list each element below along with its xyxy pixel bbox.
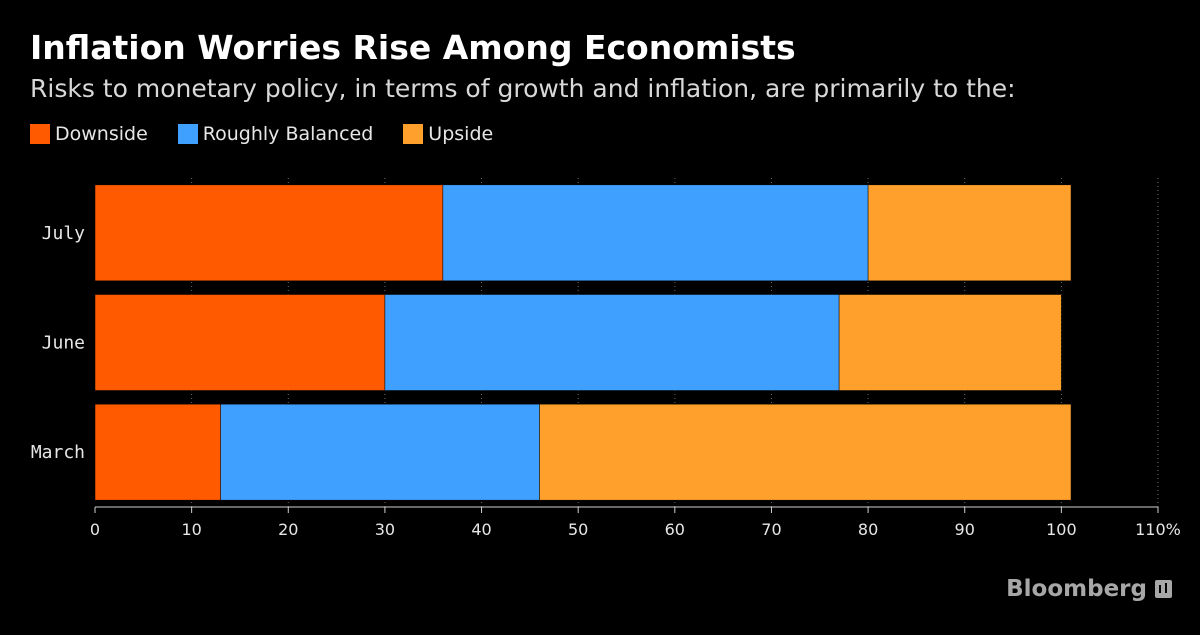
legend-swatch-downside xyxy=(30,124,50,144)
x-tick-label: 70 xyxy=(761,520,781,539)
bar-roughly-balanced-july xyxy=(442,184,869,282)
brand-name: Bloomberg xyxy=(1006,576,1147,602)
chart-title: Inflation Worries Rise Among Economists xyxy=(30,28,796,67)
legend-swatch-upside xyxy=(403,124,424,144)
x-tick-label: 10 xyxy=(181,520,201,539)
x-tick-label: 0 xyxy=(90,520,100,539)
bar-downside-july xyxy=(94,184,444,282)
bar-upside-june xyxy=(838,294,1062,391)
bar-roughly-balanced-june xyxy=(384,294,840,391)
chart-legend: Downside Roughly Balanced Upside xyxy=(30,123,523,145)
x-tick-label: 110% xyxy=(1135,520,1181,539)
legend-swatch-roughly-balanced xyxy=(177,124,198,144)
bar-roughly-balanced-march xyxy=(220,403,540,501)
x-tick-label: 80 xyxy=(858,520,878,539)
category-label-june: June xyxy=(42,333,85,354)
bar-upside-march xyxy=(539,403,1072,501)
x-tick-label: 30 xyxy=(375,520,395,539)
x-tick-label: 60 xyxy=(665,520,685,539)
chart-subtitle: Risks to monetary policy, in terms of gr… xyxy=(30,74,1016,103)
bloomberg-terminal-icon xyxy=(1155,580,1172,598)
legend-label-downside: Downside xyxy=(55,123,148,145)
category-label-july: July xyxy=(42,223,86,244)
bar-upside-july xyxy=(867,184,1072,282)
legend-item-roughly-balanced: Roughly Balanced xyxy=(177,123,374,145)
category-label-march: March xyxy=(31,442,85,463)
bar-downside-march xyxy=(94,403,221,501)
x-tick-label: 50 xyxy=(568,520,588,539)
brand-logo: Bloomberg xyxy=(1006,576,1172,602)
legend-item-upside: Upside xyxy=(403,123,493,145)
x-tick-label: 40 xyxy=(471,520,491,539)
bar-downside-june xyxy=(94,294,386,391)
x-tick-label: 90 xyxy=(955,520,975,539)
legend-item-downside: Downside xyxy=(30,123,148,145)
x-tick-label: 100 xyxy=(1046,520,1077,539)
legend-label-upside: Upside xyxy=(428,123,494,145)
x-tick-label: 20 xyxy=(278,520,298,539)
legend-label-roughly-balanced: Roughly Balanced xyxy=(202,123,374,145)
